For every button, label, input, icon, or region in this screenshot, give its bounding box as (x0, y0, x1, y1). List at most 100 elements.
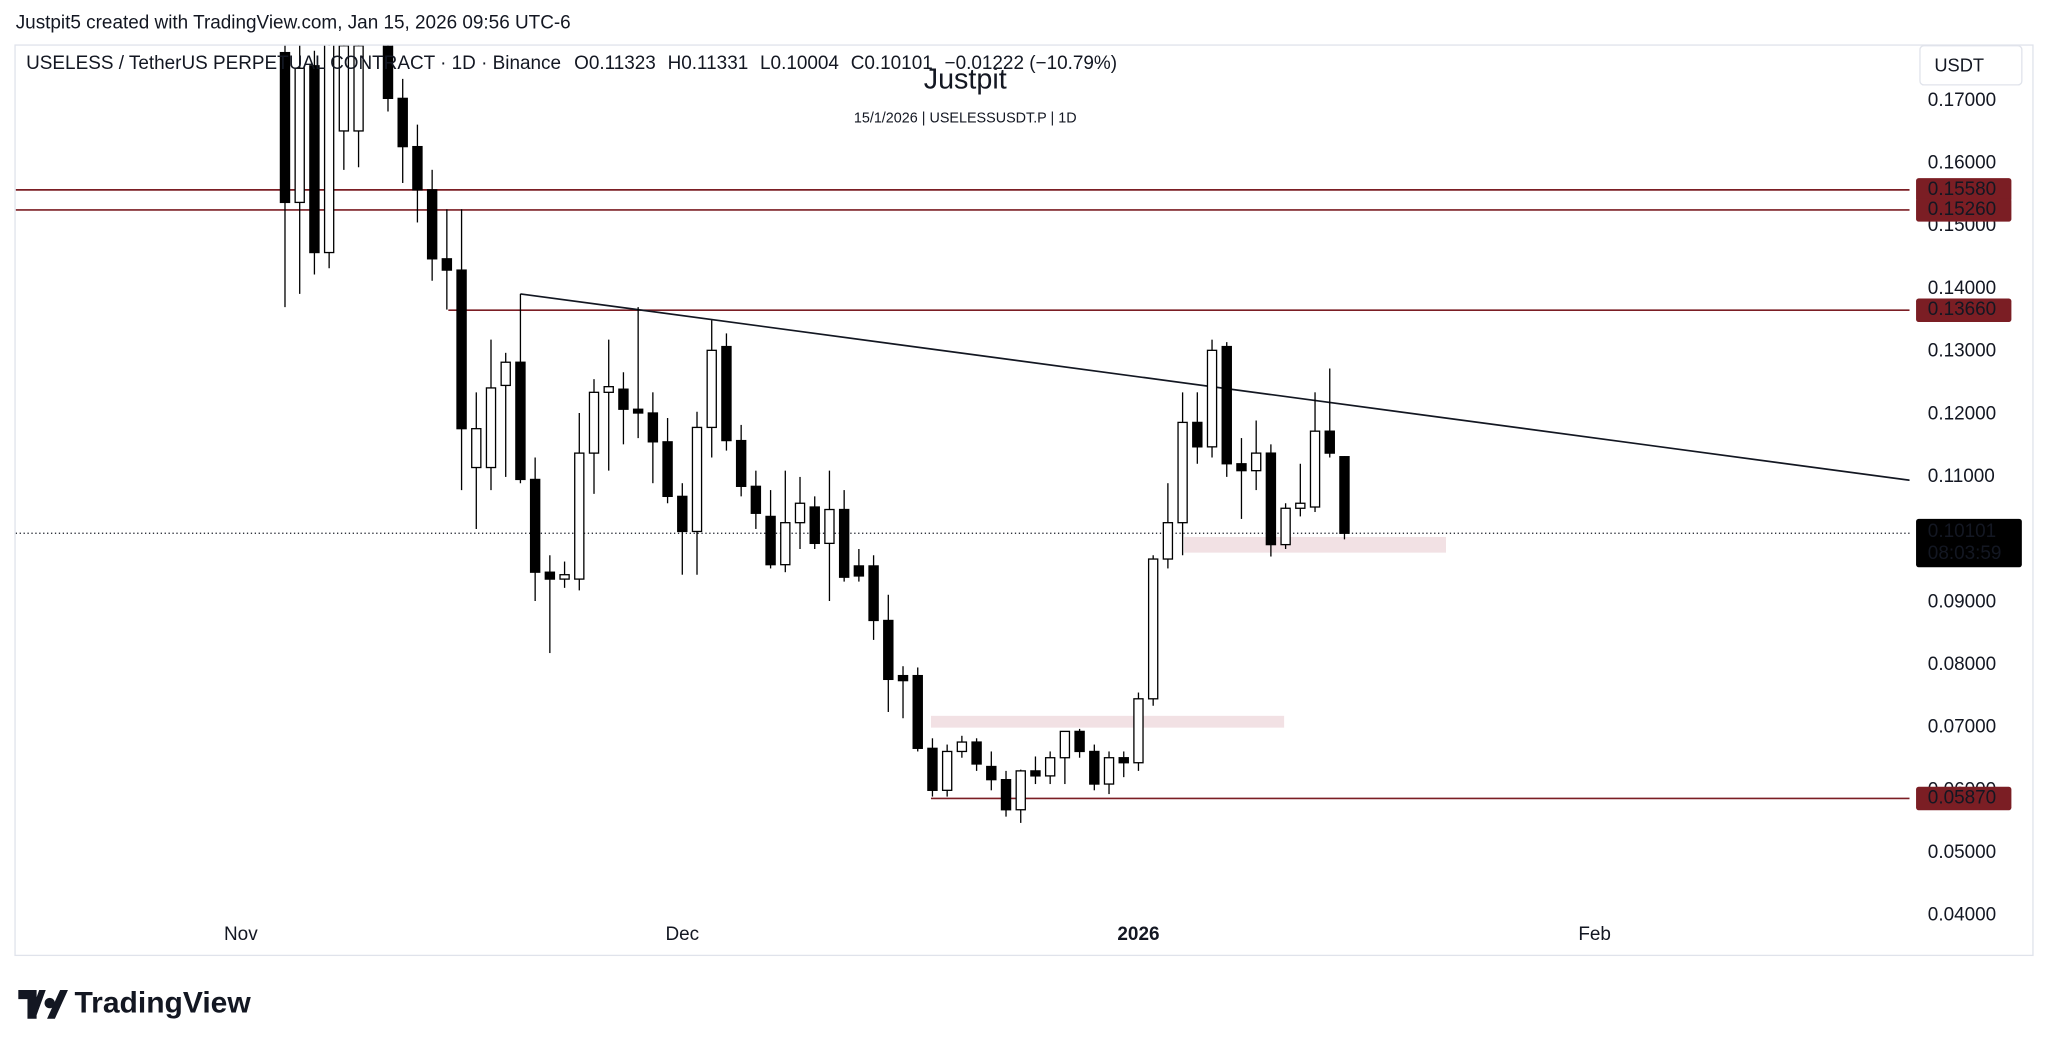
candle-body (1147, 558, 1159, 700)
candle-body (1221, 345, 1232, 465)
candle-body (279, 51, 291, 204)
candle-body (603, 386, 614, 393)
candle-body (956, 741, 968, 753)
candle-body (353, 45, 364, 132)
countdown: 08:03:59 (1928, 543, 2002, 564)
y-tick-label: 0.16000 (1928, 153, 1996, 174)
x-tick-label: Feb (1578, 924, 1611, 945)
candle-body (412, 145, 423, 191)
candle-body (397, 97, 408, 148)
credit: Justpit5 created with TradingView.com, J… (16, 13, 571, 34)
candle-body (897, 674, 909, 682)
level-tag-label: 0.13660 (1928, 299, 1996, 320)
overlay: Justpit 15/1/2026 | USELESSUSDT.P | 1D U… (26, 45, 2023, 127)
plot-area (15, 45, 1910, 823)
ohlc-value: −0.01222 (−10.79%) (945, 53, 1118, 74)
candle-body (1044, 757, 1056, 777)
candle-body (1339, 456, 1350, 534)
tradingview-logo: TradingView (18, 986, 251, 1019)
y-tick-label: 0.09000 (1928, 591, 1996, 612)
watermark-title: Justpit (924, 64, 1007, 96)
candle-body (838, 508, 850, 578)
candle-body (485, 387, 497, 469)
x-tick-label: 2026 (1117, 924, 1159, 945)
candle-body (662, 441, 673, 498)
candle-body (1162, 522, 1174, 560)
y-tick-label: 0.14000 (1928, 278, 1996, 299)
y-tick-label: 0.08000 (1928, 654, 1996, 675)
candle-body (1192, 421, 1203, 448)
y-tick-label: 0.05000 (1928, 842, 1996, 863)
candle-body (1030, 770, 1041, 777)
last-price-label: 0.10101 (1928, 521, 1996, 542)
level-tag-label: 0.05870 (1928, 787, 1996, 808)
y-tick-label: 0.17000 (1928, 90, 1996, 111)
candle-body (750, 485, 762, 514)
level-tag (1916, 786, 2012, 811)
candle-body (559, 574, 570, 580)
candle-body (500, 361, 511, 387)
candle-body (691, 426, 703, 533)
candle-body (632, 408, 644, 414)
currency-button[interactable] (1919, 45, 2023, 86)
candle-body (824, 508, 835, 545)
watermark-subtitle: 15/1/2026 | USELESSUSDT.P | 1D (854, 111, 1077, 127)
x-tick-label: Nov (224, 924, 258, 945)
candle-body (618, 388, 629, 410)
currency[interactable]: USDT (1934, 54, 1984, 75)
candle-body (1074, 730, 1085, 753)
candle-body (529, 478, 541, 573)
candle-body (1133, 698, 1144, 764)
candle-body (426, 189, 438, 260)
logo-icon (18, 990, 55, 1019)
x-tick-label: Dec (665, 924, 699, 945)
candle-body (309, 65, 320, 254)
ohlc-value: C0.10101 (851, 53, 933, 74)
candle-body (471, 428, 482, 469)
level-tag (1916, 298, 2012, 322)
candle-body (588, 391, 600, 454)
y-tick-label: 0.13000 (1928, 341, 1996, 362)
candle-body (544, 571, 556, 580)
candle-body (574, 452, 585, 580)
candle-body (706, 349, 717, 429)
candle-body (1236, 463, 1247, 472)
last-price-tag (1916, 518, 2022, 568)
candle-body (441, 258, 453, 271)
y-tick-label: 0.12000 (1928, 403, 1996, 424)
candle-body (721, 345, 732, 442)
symbol-legend: USELESS / TetherUS PERPETUAL CONTRACT · … (26, 53, 561, 74)
candle-body (1059, 730, 1071, 759)
candle-body (323, 45, 335, 254)
candle-body (1309, 430, 1321, 508)
candle-body (1177, 421, 1188, 524)
candle-body (382, 45, 394, 100)
candle-body (1206, 349, 1218, 448)
candle-body (868, 565, 879, 622)
candle-body (780, 522, 791, 566)
ohlc-value: L0.10004 (760, 53, 839, 74)
candle-body (809, 506, 820, 545)
candle-body (677, 495, 688, 533)
candle-body (941, 750, 953, 791)
candle-body (794, 502, 806, 524)
candle-body (1000, 779, 1012, 811)
candle-body (1118, 757, 1129, 764)
candle-body (515, 361, 526, 481)
logo-icon (47, 990, 68, 1019)
candle-body (927, 747, 938, 791)
level-tag (1916, 198, 2012, 222)
y-tick-label: 0.11000 (1928, 466, 1995, 487)
candle-body (986, 765, 997, 781)
candle-body (1280, 507, 1291, 546)
ohlc-value: O0.11323 (574, 53, 656, 74)
candle-body (1265, 452, 1277, 546)
candle-body (1103, 757, 1115, 785)
candle-body (456, 269, 467, 430)
candle-body (883, 619, 894, 681)
candle-body (853, 565, 865, 577)
candle-body (735, 439, 747, 487)
candle-body (1089, 750, 1100, 785)
